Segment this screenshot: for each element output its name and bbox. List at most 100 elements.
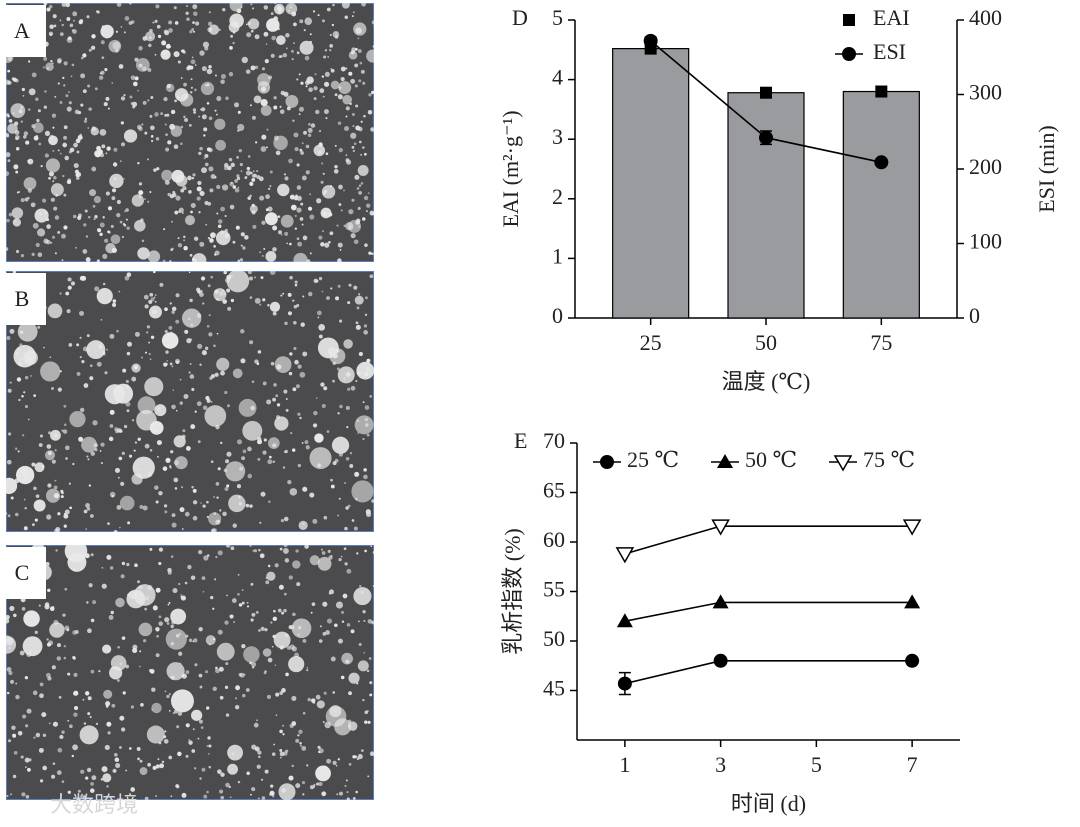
droplet [7,69,11,73]
droplet [219,509,222,512]
droplet [273,96,277,100]
droplet [301,745,307,751]
droplet [208,314,211,317]
droplet [258,797,260,800]
droplet [54,479,57,482]
droplet [344,562,348,566]
droplet [355,104,359,108]
droplet [142,66,147,72]
droplet [62,142,68,148]
droplet [160,49,171,60]
droplet [10,103,26,119]
droplet [99,128,107,136]
droplet [330,484,335,489]
droplet [185,754,189,758]
droplet [139,650,142,653]
droplet [175,174,188,187]
droplet [312,423,318,428]
droplet [206,324,210,328]
droplet [171,220,173,223]
droplet [325,117,328,120]
droplet [168,755,173,760]
droplet [245,170,251,176]
droplet [176,725,180,729]
droplet [21,394,24,398]
legend-label: 75 ℃ [863,447,915,472]
droplet [12,774,17,779]
droplet [196,287,201,292]
droplet [61,491,64,495]
droplet [59,370,62,373]
droplet [163,504,168,508]
droplet [60,495,64,499]
droplet [6,637,14,646]
droplet [360,153,363,156]
droplet [358,184,362,187]
droplet [269,170,273,174]
droplet [72,11,78,17]
droplet [76,372,81,376]
droplet [246,605,250,608]
droplet [306,764,309,767]
droplet [131,473,143,485]
droplet [273,105,278,110]
droplet [304,17,313,26]
droplet [96,259,100,262]
droplet [90,45,96,50]
droplet [53,433,58,438]
droplet [214,118,226,130]
legend-label: ESI [873,39,906,64]
droplet [118,290,121,293]
droplet [364,296,368,300]
droplet [165,83,175,93]
droplet [218,219,223,224]
droplet [268,500,271,504]
droplet [62,429,68,434]
droplet [137,580,141,584]
droplet [121,636,126,640]
droplet [337,514,340,517]
droplet [320,548,323,551]
droplet [283,516,289,522]
droplet [362,146,365,149]
droplet [266,128,269,131]
droplet [206,554,210,557]
droplet [279,751,285,757]
droplet [137,89,139,92]
droplet [341,3,350,9]
droplet [63,84,66,87]
droplet [50,183,64,197]
droplet [216,212,219,215]
droplet [155,653,160,658]
droplet [238,501,243,506]
droplet [40,361,61,382]
droplet [191,177,195,180]
droplet [367,619,373,624]
droplet [318,781,323,787]
droplet [65,3,71,8]
droplet [116,3,122,7]
droplet [270,53,275,58]
droplet [117,476,120,479]
droplet [146,331,149,334]
droplet [48,176,51,180]
droplet [340,77,345,82]
droplet [192,108,197,112]
droplet [181,528,184,530]
droplet [147,99,150,102]
droplet [8,739,12,743]
droplet [223,165,229,171]
droplet [297,626,302,630]
droplet [186,5,188,7]
droplet [15,146,20,151]
droplet [183,393,189,399]
droplet [277,183,290,197]
droplet [52,180,55,183]
droplet [353,285,358,290]
droplet [322,230,324,232]
droplet [72,214,77,219]
droplet [322,632,327,636]
droplet [133,220,146,232]
droplet [152,309,157,315]
droplet [253,95,262,104]
